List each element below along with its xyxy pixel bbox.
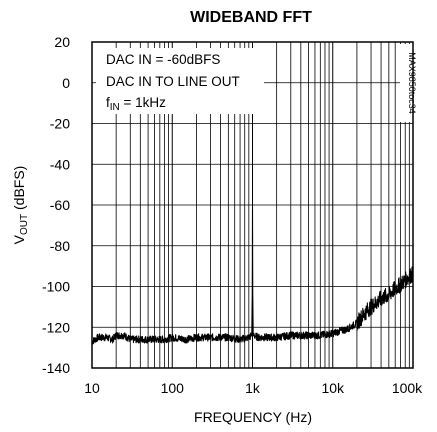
x-axis-label: FREQUENCY (Hz) <box>194 409 312 425</box>
figure-code: MAX9850toc34 <box>407 52 417 114</box>
y-tick-label: -120 <box>42 319 70 335</box>
x-tick-label: 10k <box>321 380 345 396</box>
fft-series-line <box>91 208 414 345</box>
x-tick-label: 1k <box>245 380 261 396</box>
series-group <box>91 208 414 345</box>
annotation-f-value: = 1kHz <box>120 95 166 110</box>
y-tick-label: -140 <box>42 360 70 376</box>
y-axis-label-main: V <box>11 234 27 244</box>
y-axis-label-subscript: OUT <box>19 214 30 235</box>
y-tick-label: 0 <box>62 75 70 91</box>
annotation-line-2: DAC IN TO LINE OUT <box>106 74 240 89</box>
y-tick-labels: 20 0 -20 -40 -60 -80 -100 -120 -140 <box>42 34 70 376</box>
x-tick-label: 100 <box>161 380 185 396</box>
figure-code-background <box>400 44 412 122</box>
annotation-background <box>96 48 264 114</box>
annotation-line-3: fIN = 1kHz <box>106 95 166 113</box>
y-tick-label: -60 <box>50 197 70 213</box>
x-tick-label: 100k <box>392 380 423 396</box>
plot-frame <box>91 41 414 369</box>
y-axis-label: VOUT (dBFS) <box>11 166 30 245</box>
y-tick-label: 20 <box>54 34 70 50</box>
y-axis-label-unit: (dBFS) <box>11 166 27 214</box>
annotation-line-1: DAC IN = -60dBFS <box>106 52 220 67</box>
x-tick-label: 10 <box>84 380 100 396</box>
x-tick-labels: 10 100 1k 10k 100k <box>84 380 423 396</box>
y-tick-label: -40 <box>50 156 70 172</box>
annotation-f-subscript: IN <box>110 102 120 113</box>
y-tick-label: -80 <box>50 238 70 254</box>
y-tick-label: -100 <box>42 279 70 295</box>
y-tick-label: -20 <box>50 116 70 132</box>
chart-title: WIDEBAND FFT <box>190 9 312 26</box>
annotation-f: f <box>106 95 110 110</box>
